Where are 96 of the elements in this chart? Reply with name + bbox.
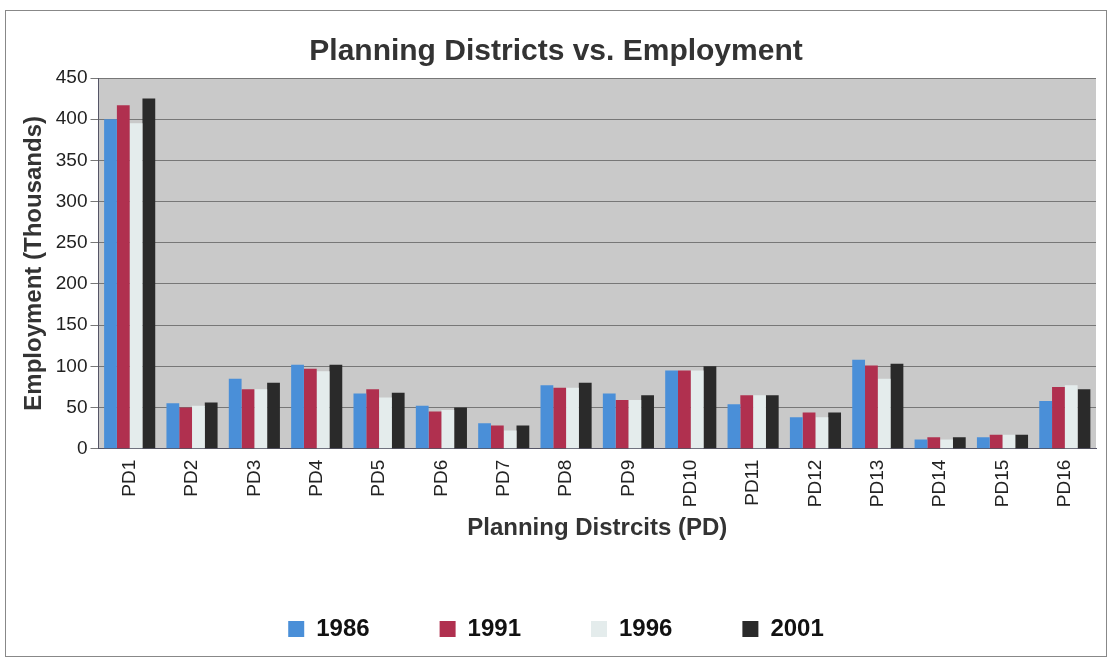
bar: [540, 385, 554, 449]
x-tick-label: PD15: [990, 459, 1012, 508]
bar: [927, 437, 941, 449]
bar: [727, 404, 741, 449]
bar: [703, 366, 717, 449]
y-tick-label: 0: [76, 436, 88, 458]
x-tick-label: PD10: [679, 459, 700, 508]
x-tick-label: PD5: [367, 459, 389, 497]
y-tick-label: 250: [55, 230, 88, 252]
bar: [379, 397, 392, 449]
x-tick-label: PD4: [304, 459, 326, 497]
bar: [391, 392, 405, 449]
x-axis-title: Planning Distrcits (PD): [467, 513, 728, 541]
bar: [690, 370, 704, 449]
legend-label: 1991: [467, 613, 521, 641]
bar: [142, 98, 156, 449]
x-tick-label: PD6: [429, 459, 451, 497]
bar: [104, 119, 117, 449]
bar: [192, 405, 205, 449]
bar: [116, 105, 130, 449]
bar: [553, 387, 567, 449]
chart-title: Planning Districts vs. Employment: [309, 33, 803, 67]
bar: [740, 395, 754, 449]
bar: [952, 437, 966, 449]
x-tick-label: PD16: [1053, 459, 1075, 508]
bar: [602, 393, 616, 449]
bar: [789, 417, 803, 449]
x-tick-label: PD9: [616, 459, 638, 497]
bar: [677, 370, 691, 449]
y-tick-label: 350: [55, 148, 88, 170]
bar: [665, 370, 678, 449]
legend-label: 2001: [770, 613, 824, 641]
bar: [228, 378, 242, 449]
legend-label: 1996: [619, 613, 673, 641]
bar: [1002, 434, 1016, 449]
x-tick-label: PD14: [928, 459, 950, 508]
bar: [441, 409, 455, 449]
bar: [353, 393, 367, 449]
bar: [516, 425, 530, 449]
bar: [989, 434, 1003, 449]
bar: [129, 123, 143, 449]
y-tick-label: 450: [55, 66, 88, 88]
bar: [204, 402, 218, 449]
bar: [415, 405, 429, 449]
bar: [802, 412, 816, 449]
bar: [578, 382, 592, 449]
bar: [865, 365, 878, 449]
x-tick-label: PD1: [117, 459, 139, 497]
bar: [454, 407, 467, 449]
x-tick-label: PD13: [866, 459, 888, 508]
x-tick-label: PD2: [180, 459, 202, 497]
y-tick-label: 300: [55, 189, 88, 211]
bar: [1039, 400, 1053, 449]
bar: [852, 359, 866, 449]
bar: [890, 363, 904, 449]
bar: [329, 364, 343, 449]
bar: [490, 425, 504, 449]
bar: [753, 395, 766, 449]
y-tick-label: 150: [55, 313, 88, 335]
bar: [254, 389, 268, 449]
bar: [241, 389, 255, 449]
bar: [291, 364, 304, 449]
y-axis-title: Employment (Thousands): [19, 115, 47, 411]
x-tick-label: PD11: [741, 459, 763, 506]
bar: [303, 368, 317, 449]
bar: [877, 378, 891, 449]
bar: [765, 395, 779, 449]
x-tick-label: PD8: [554, 459, 576, 497]
bar: [1064, 385, 1078, 449]
bar: [503, 430, 517, 449]
bar: [166, 403, 180, 449]
bar: [478, 423, 491, 449]
bar: [366, 389, 380, 449]
bar: [316, 371, 330, 449]
bar: [828, 412, 842, 449]
x-tick-label: PD12: [803, 459, 825, 508]
bar: [1015, 434, 1029, 449]
bar: [641, 395, 654, 449]
y-tick-label: 200: [55, 272, 88, 294]
bar: [628, 400, 642, 449]
legend-label: 1986: [316, 613, 370, 641]
bar: [566, 387, 579, 449]
y-tick-label: 100: [55, 354, 88, 376]
bar: [428, 411, 442, 449]
bar: [815, 417, 829, 449]
bar: [1077, 389, 1091, 449]
y-tick-label: 50: [66, 395, 88, 417]
bar: [615, 400, 629, 449]
bar: [940, 439, 953, 449]
x-tick-label: PD3: [242, 459, 264, 497]
bar: [1052, 386, 1065, 449]
bar: [179, 407, 193, 449]
bar: [267, 382, 280, 449]
x-tick-label: PD7: [491, 459, 513, 497]
y-tick-label: 400: [55, 107, 88, 129]
bar: [976, 437, 990, 449]
